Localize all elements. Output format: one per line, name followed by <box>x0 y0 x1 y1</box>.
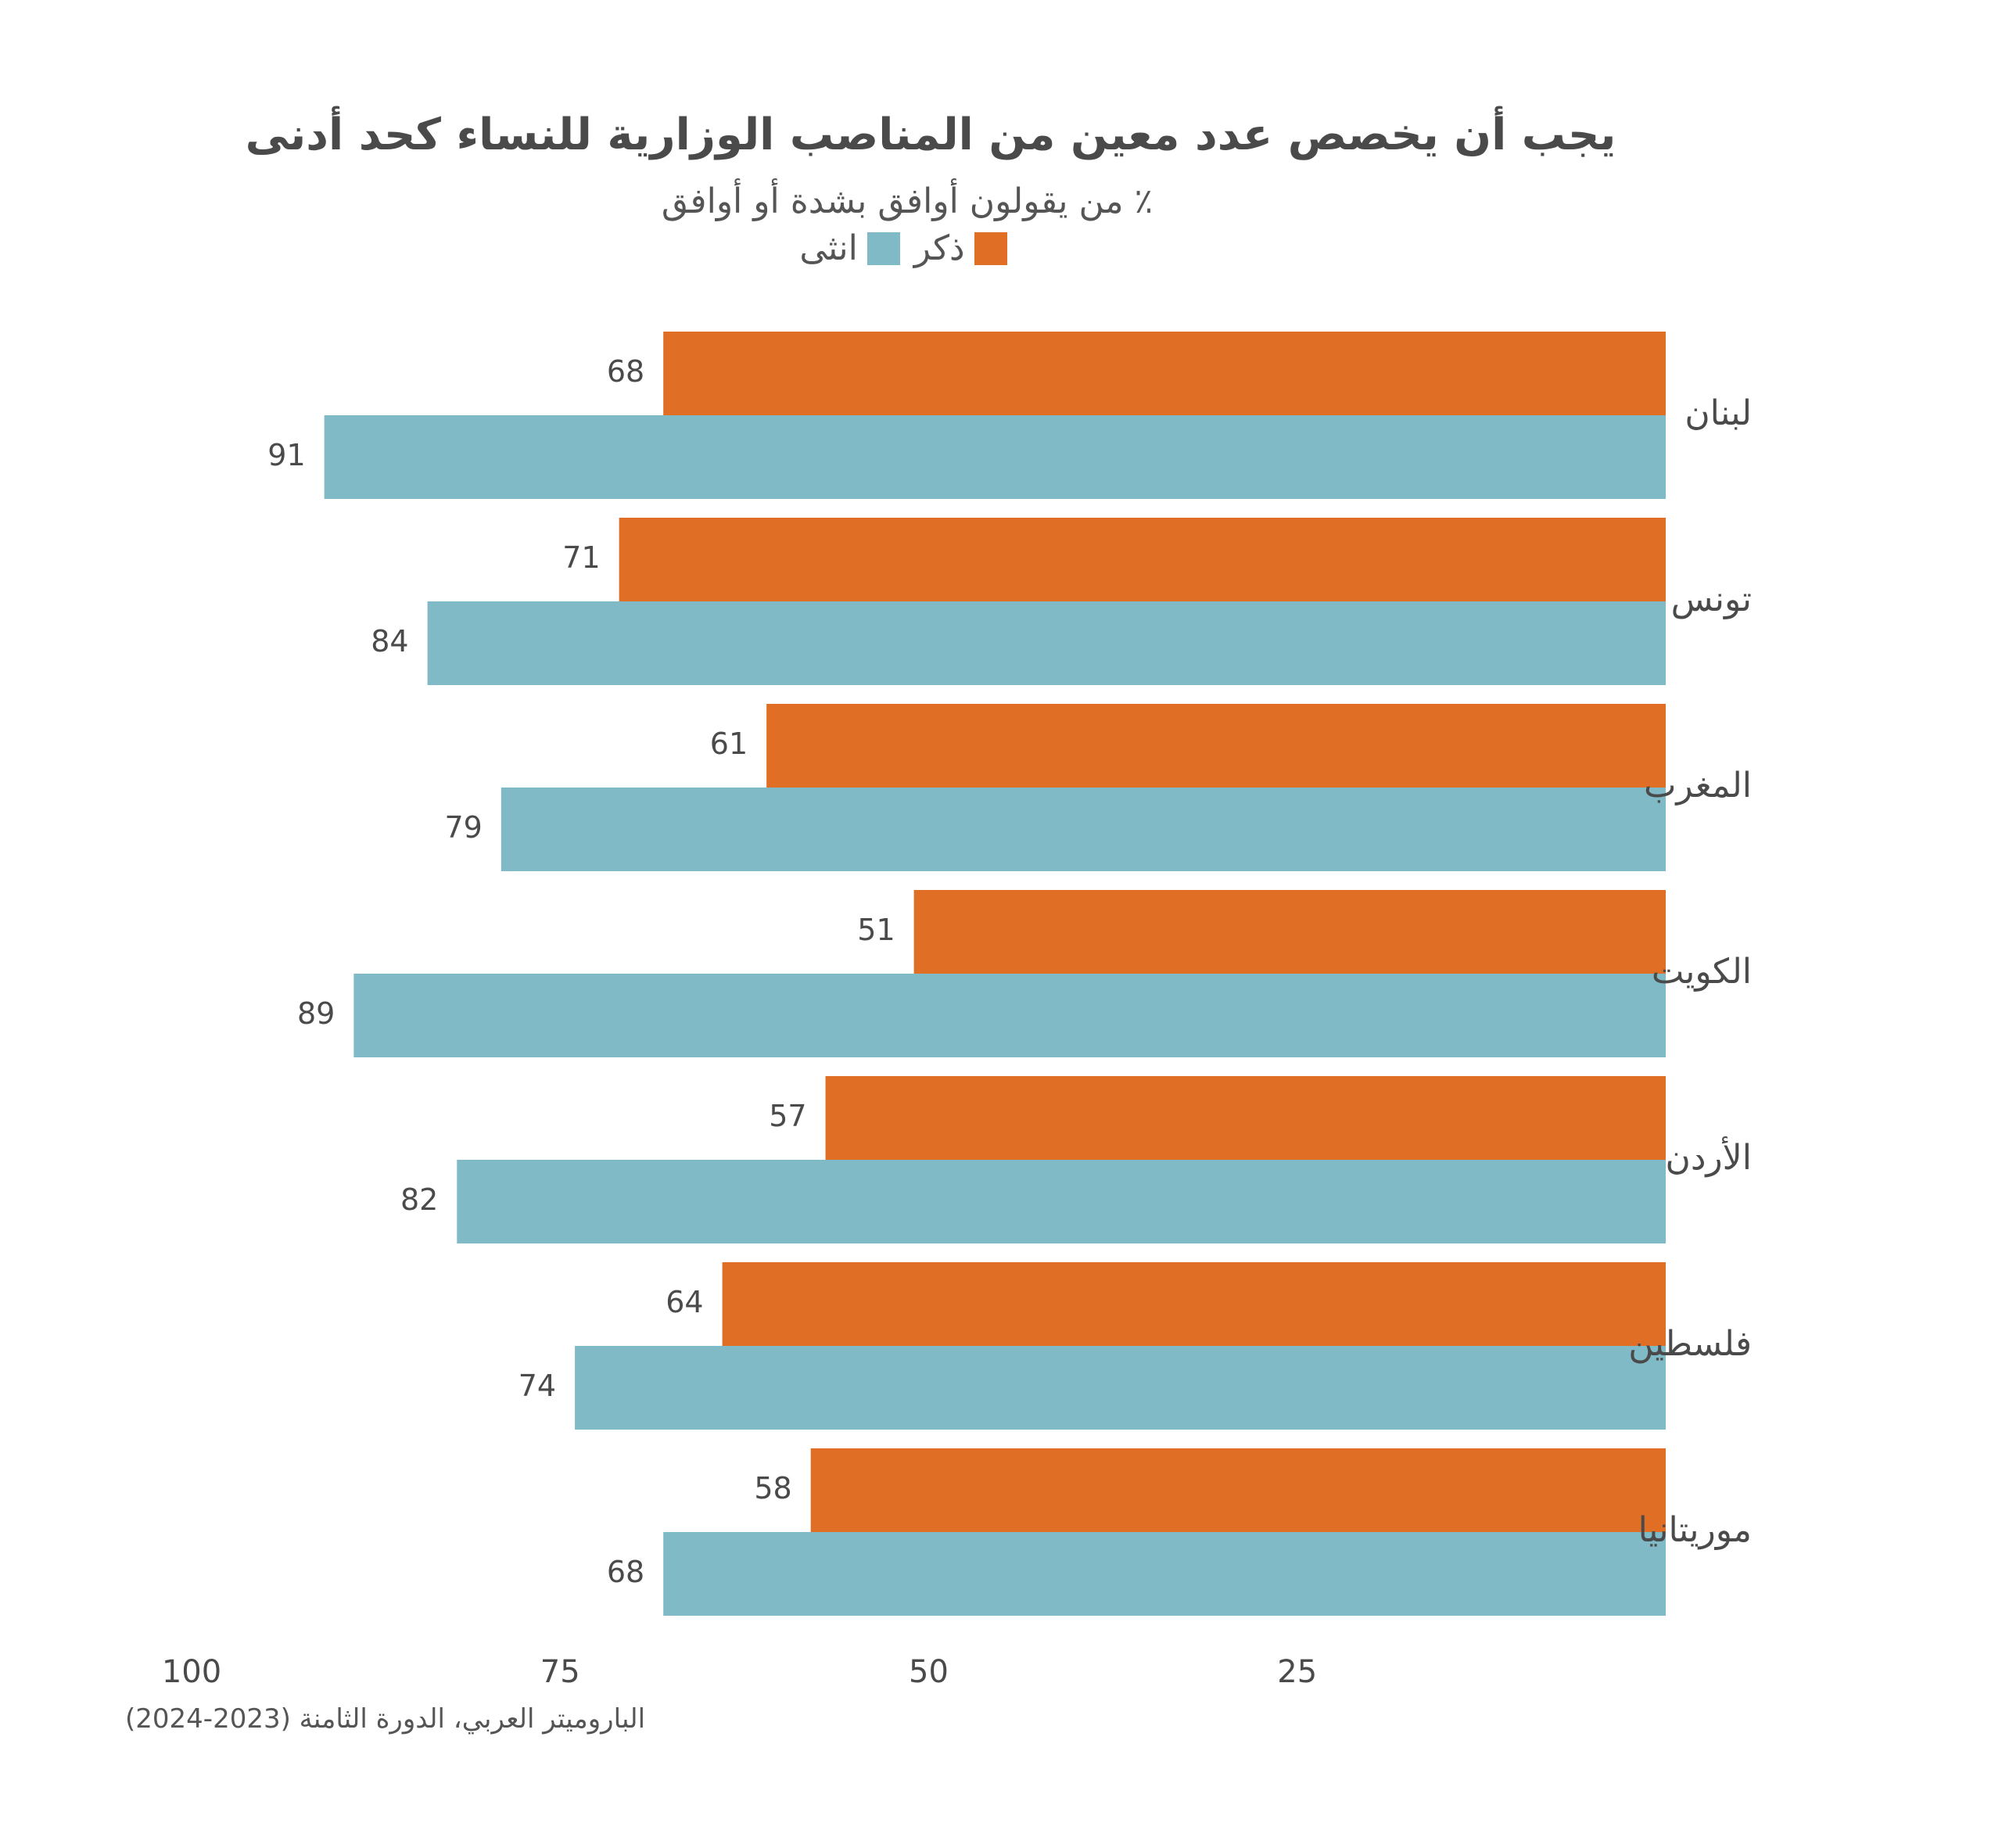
value-label-female-5: 74 <box>518 1369 556 1403</box>
legend-item-male: ذكر <box>914 228 1007 268</box>
value-label-female-3: 89 <box>297 996 335 1031</box>
value-label-male-5: 64 <box>666 1285 703 1319</box>
x-tick-label-2: 50 <box>909 1654 949 1690</box>
legend-swatch-female <box>866 231 900 265</box>
value-label-male-2: 61 <box>710 727 748 761</box>
legend-label-female: انثى <box>799 228 858 268</box>
value-label-female-0: 91 <box>267 438 305 472</box>
value-label-female-2: 79 <box>444 810 482 845</box>
source-note: الباروميتر العربي، الدورة الثامنة (2023-… <box>125 1703 646 1735</box>
bar-female-5 <box>575 1346 1666 1430</box>
value-label-male-4: 57 <box>769 1099 806 1133</box>
x-tick-label-0: 100 <box>162 1654 221 1690</box>
category-label-0: لبنان <box>1684 393 1752 433</box>
value-label-female-4: 82 <box>400 1182 438 1217</box>
bar-female-1 <box>427 601 1666 685</box>
bar-male-1 <box>619 518 1666 601</box>
bar-female-4 <box>457 1160 1666 1243</box>
value-label-male-1: 71 <box>562 540 600 575</box>
legend-label-male: ذكر <box>913 228 965 268</box>
category-label-2: المغرب <box>1644 766 1752 806</box>
category-label-5: فلسطين <box>1628 1324 1752 1364</box>
bar-male-5 <box>722 1262 1666 1346</box>
bar-female-3 <box>353 974 1667 1057</box>
value-label-female-6: 68 <box>607 1555 644 1589</box>
chart-subtitle: ٪ من يقولون أوافق بشدة أو أوافق <box>661 181 1153 221</box>
bar-male-6 <box>810 1448 1666 1532</box>
x-tick-label-1: 75 <box>540 1654 580 1690</box>
bar-male-3 <box>913 890 1666 974</box>
bar-male-4 <box>825 1076 1666 1160</box>
value-label-male-3: 51 <box>857 913 895 947</box>
category-label-1: تونس <box>1671 580 1752 619</box>
chart-title: يجب أن يخصص عدد معين من المناصب الوزارية… <box>245 109 1616 160</box>
bar-male-0 <box>663 332 1667 415</box>
value-label-male-0: 68 <box>607 354 644 389</box>
legend: ذكر انثى <box>0 228 1806 268</box>
value-label-male-6: 58 <box>754 1471 791 1505</box>
bar-female-2 <box>500 788 1666 871</box>
legend-swatch-male <box>974 231 1007 265</box>
legend-item-female: انثى <box>799 228 900 268</box>
category-label-6: موريتانيا <box>1638 1510 1752 1550</box>
bar-female-0 <box>324 415 1666 499</box>
bar-female-6 <box>663 1532 1667 1616</box>
category-label-4: الأردن <box>1666 1136 1752 1178</box>
x-tick-label-3: 25 <box>1277 1654 1317 1690</box>
category-label-3: الكويت <box>1652 952 1752 992</box>
value-label-female-1: 84 <box>371 624 408 658</box>
bar-male-2 <box>766 704 1666 788</box>
